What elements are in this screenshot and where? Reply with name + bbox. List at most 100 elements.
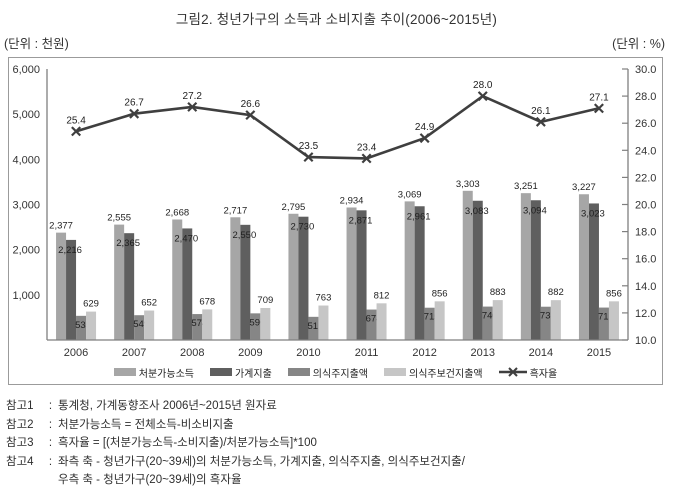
bar-1-2006 xyxy=(66,239,77,340)
bar-label: 535 xyxy=(75,320,91,331)
x-marker-icon xyxy=(129,108,140,119)
bar-label: 2,717 xyxy=(223,205,247,216)
bar-label: 883 xyxy=(490,287,506,298)
legend-label: 가계지출 xyxy=(234,368,272,380)
note-text: 좌측 축 - 청년가구(20~39세)의 처분가능소득, 가계지출, 의식주지출… xyxy=(58,455,465,468)
right-axis-tick-label: 10.0 xyxy=(635,335,656,347)
bar-0-2011 xyxy=(346,207,357,340)
bar-label: 3,069 xyxy=(398,189,422,200)
bar-1-2013 xyxy=(472,200,483,340)
x-marker-icon xyxy=(71,126,82,137)
x-marker-icon xyxy=(535,116,546,127)
bar-label: 2,550 xyxy=(232,230,256,241)
bar-0-2010 xyxy=(288,213,299,340)
bar-3-2008 xyxy=(202,309,213,340)
bar-label: 2,961 xyxy=(407,211,431,222)
bar-0-2007 xyxy=(114,224,125,340)
note-colon: : xyxy=(48,437,53,449)
bar-3-2007 xyxy=(144,310,155,340)
bar-2-2015 xyxy=(598,307,609,340)
note-label: 참고3 xyxy=(6,437,34,449)
bar-label: 678 xyxy=(199,296,215,307)
note-label: 참고1 xyxy=(6,400,34,412)
legend-line-swatch xyxy=(498,367,527,377)
bar-label: 590 xyxy=(249,317,265,328)
bar-0-2013 xyxy=(462,190,473,340)
line-label: 23.4 xyxy=(357,142,377,153)
bar-1-2015 xyxy=(588,203,599,340)
bar-0-2012 xyxy=(404,201,415,340)
bar-0-2014 xyxy=(520,193,531,340)
bar-2-2012 xyxy=(424,307,435,340)
unit-label-left: (단위 : 천원) xyxy=(4,37,69,51)
legend-item-2: 의식주지출액 xyxy=(287,365,368,380)
bar-label: 513 xyxy=(308,321,324,332)
legend-item-3: 의식주보건지출액 xyxy=(384,365,483,380)
line-label: 28.0 xyxy=(473,80,493,91)
bar-1-2012 xyxy=(414,206,425,340)
legend-label: 처분가능소득 xyxy=(138,368,194,380)
note-row-2: 참고2: 처분가능소득 = 전체소득-비소비지출 xyxy=(6,416,669,435)
bar-label: 652 xyxy=(141,298,157,309)
legend-item-0: 처분가능소득 xyxy=(113,365,194,380)
note-colon: : xyxy=(48,455,53,468)
bar-1-2008 xyxy=(182,228,193,340)
year-label: 2011 xyxy=(355,347,379,359)
bar-2-2013 xyxy=(482,306,493,340)
legend-item-1: 가계지출 xyxy=(209,365,272,380)
left-axis-tick-label: 1,000 xyxy=(12,290,40,302)
bar-label: 856 xyxy=(606,288,622,299)
bar-label: 3,094 xyxy=(523,205,547,216)
line-label: 23.5 xyxy=(299,141,319,152)
bar-0-2015 xyxy=(578,194,589,340)
bar-label: 812 xyxy=(374,290,390,301)
note-row-4-cont: 우측 축 - 청년가구(20~39세)의 흑자율 xyxy=(6,471,669,490)
line-label: 26.6 xyxy=(241,99,261,110)
note-text: 통계청, 가계동향조사 2006년~2015년 원자료 xyxy=(58,400,277,412)
legend-swatch xyxy=(113,368,136,376)
bar-3-2009 xyxy=(260,307,271,340)
line-label: 25.4 xyxy=(66,115,86,126)
bar-2-2010 xyxy=(308,316,319,340)
left-axis-tick-label: 4,000 xyxy=(12,154,40,166)
bar-2-2009 xyxy=(250,313,261,340)
bar-label: 709 xyxy=(257,295,273,306)
bar-label: 856 xyxy=(432,288,448,299)
bar-label: 674 xyxy=(366,314,382,325)
surplus-rate-line xyxy=(75,94,600,160)
chart-title: 그림2. 청년가구의 소득과 소비지출 추이(2006~2015년) xyxy=(175,12,498,27)
bar-label: 3,227 xyxy=(572,182,596,193)
bar-3-2014 xyxy=(550,300,561,340)
bar-label: 3,303 xyxy=(456,179,480,190)
bar-label: 2,934 xyxy=(340,195,364,206)
bar-2-2008 xyxy=(192,314,203,340)
bar-1-2007 xyxy=(124,233,135,340)
legend-label: 의식주보건지출액 xyxy=(409,368,483,380)
bar-label: 2,377 xyxy=(49,221,73,232)
chart-frame: 6,000 5,000 4,000 3,000 2,000 1,000 2,377 2,555… xyxy=(8,57,663,385)
legend-item-4: 흑자율 xyxy=(498,365,558,380)
legend-label: 흑자율 xyxy=(529,368,558,380)
bar-1-2014 xyxy=(530,200,541,340)
bar-0-2009 xyxy=(230,217,241,340)
right-axis-tick-label: 20.0 xyxy=(635,200,656,212)
chart-legend: 처분가능소득 가계지출 의식주지출액 의식주보건지출액 흑자율 xyxy=(9,362,662,382)
left-axis-tick-label: 2,000 xyxy=(12,245,40,257)
x-marker-icon xyxy=(245,110,256,121)
left-axis-tick-label: 5,000 xyxy=(12,109,40,121)
bar-label: 2,365 xyxy=(116,238,140,249)
bar-label: 3,023 xyxy=(581,208,605,219)
bar-label: 740 xyxy=(482,311,498,322)
right-axis-tick-label: 30.0 xyxy=(635,64,656,76)
left-axis-tick-label: 6,000 xyxy=(12,64,40,76)
x-marker-icon xyxy=(303,152,314,163)
bar-1-2011 xyxy=(356,210,367,340)
bar-2-2014 xyxy=(540,306,551,340)
x-marker-icon xyxy=(477,91,488,102)
bar-label: 2,730 xyxy=(291,222,315,233)
bar-label: 2,216 xyxy=(58,245,82,256)
year-label: 2014 xyxy=(529,347,553,359)
bar-label: 2,555 xyxy=(107,213,131,224)
year-label: 2009 xyxy=(238,347,262,359)
bar-3-2012 xyxy=(434,301,445,340)
